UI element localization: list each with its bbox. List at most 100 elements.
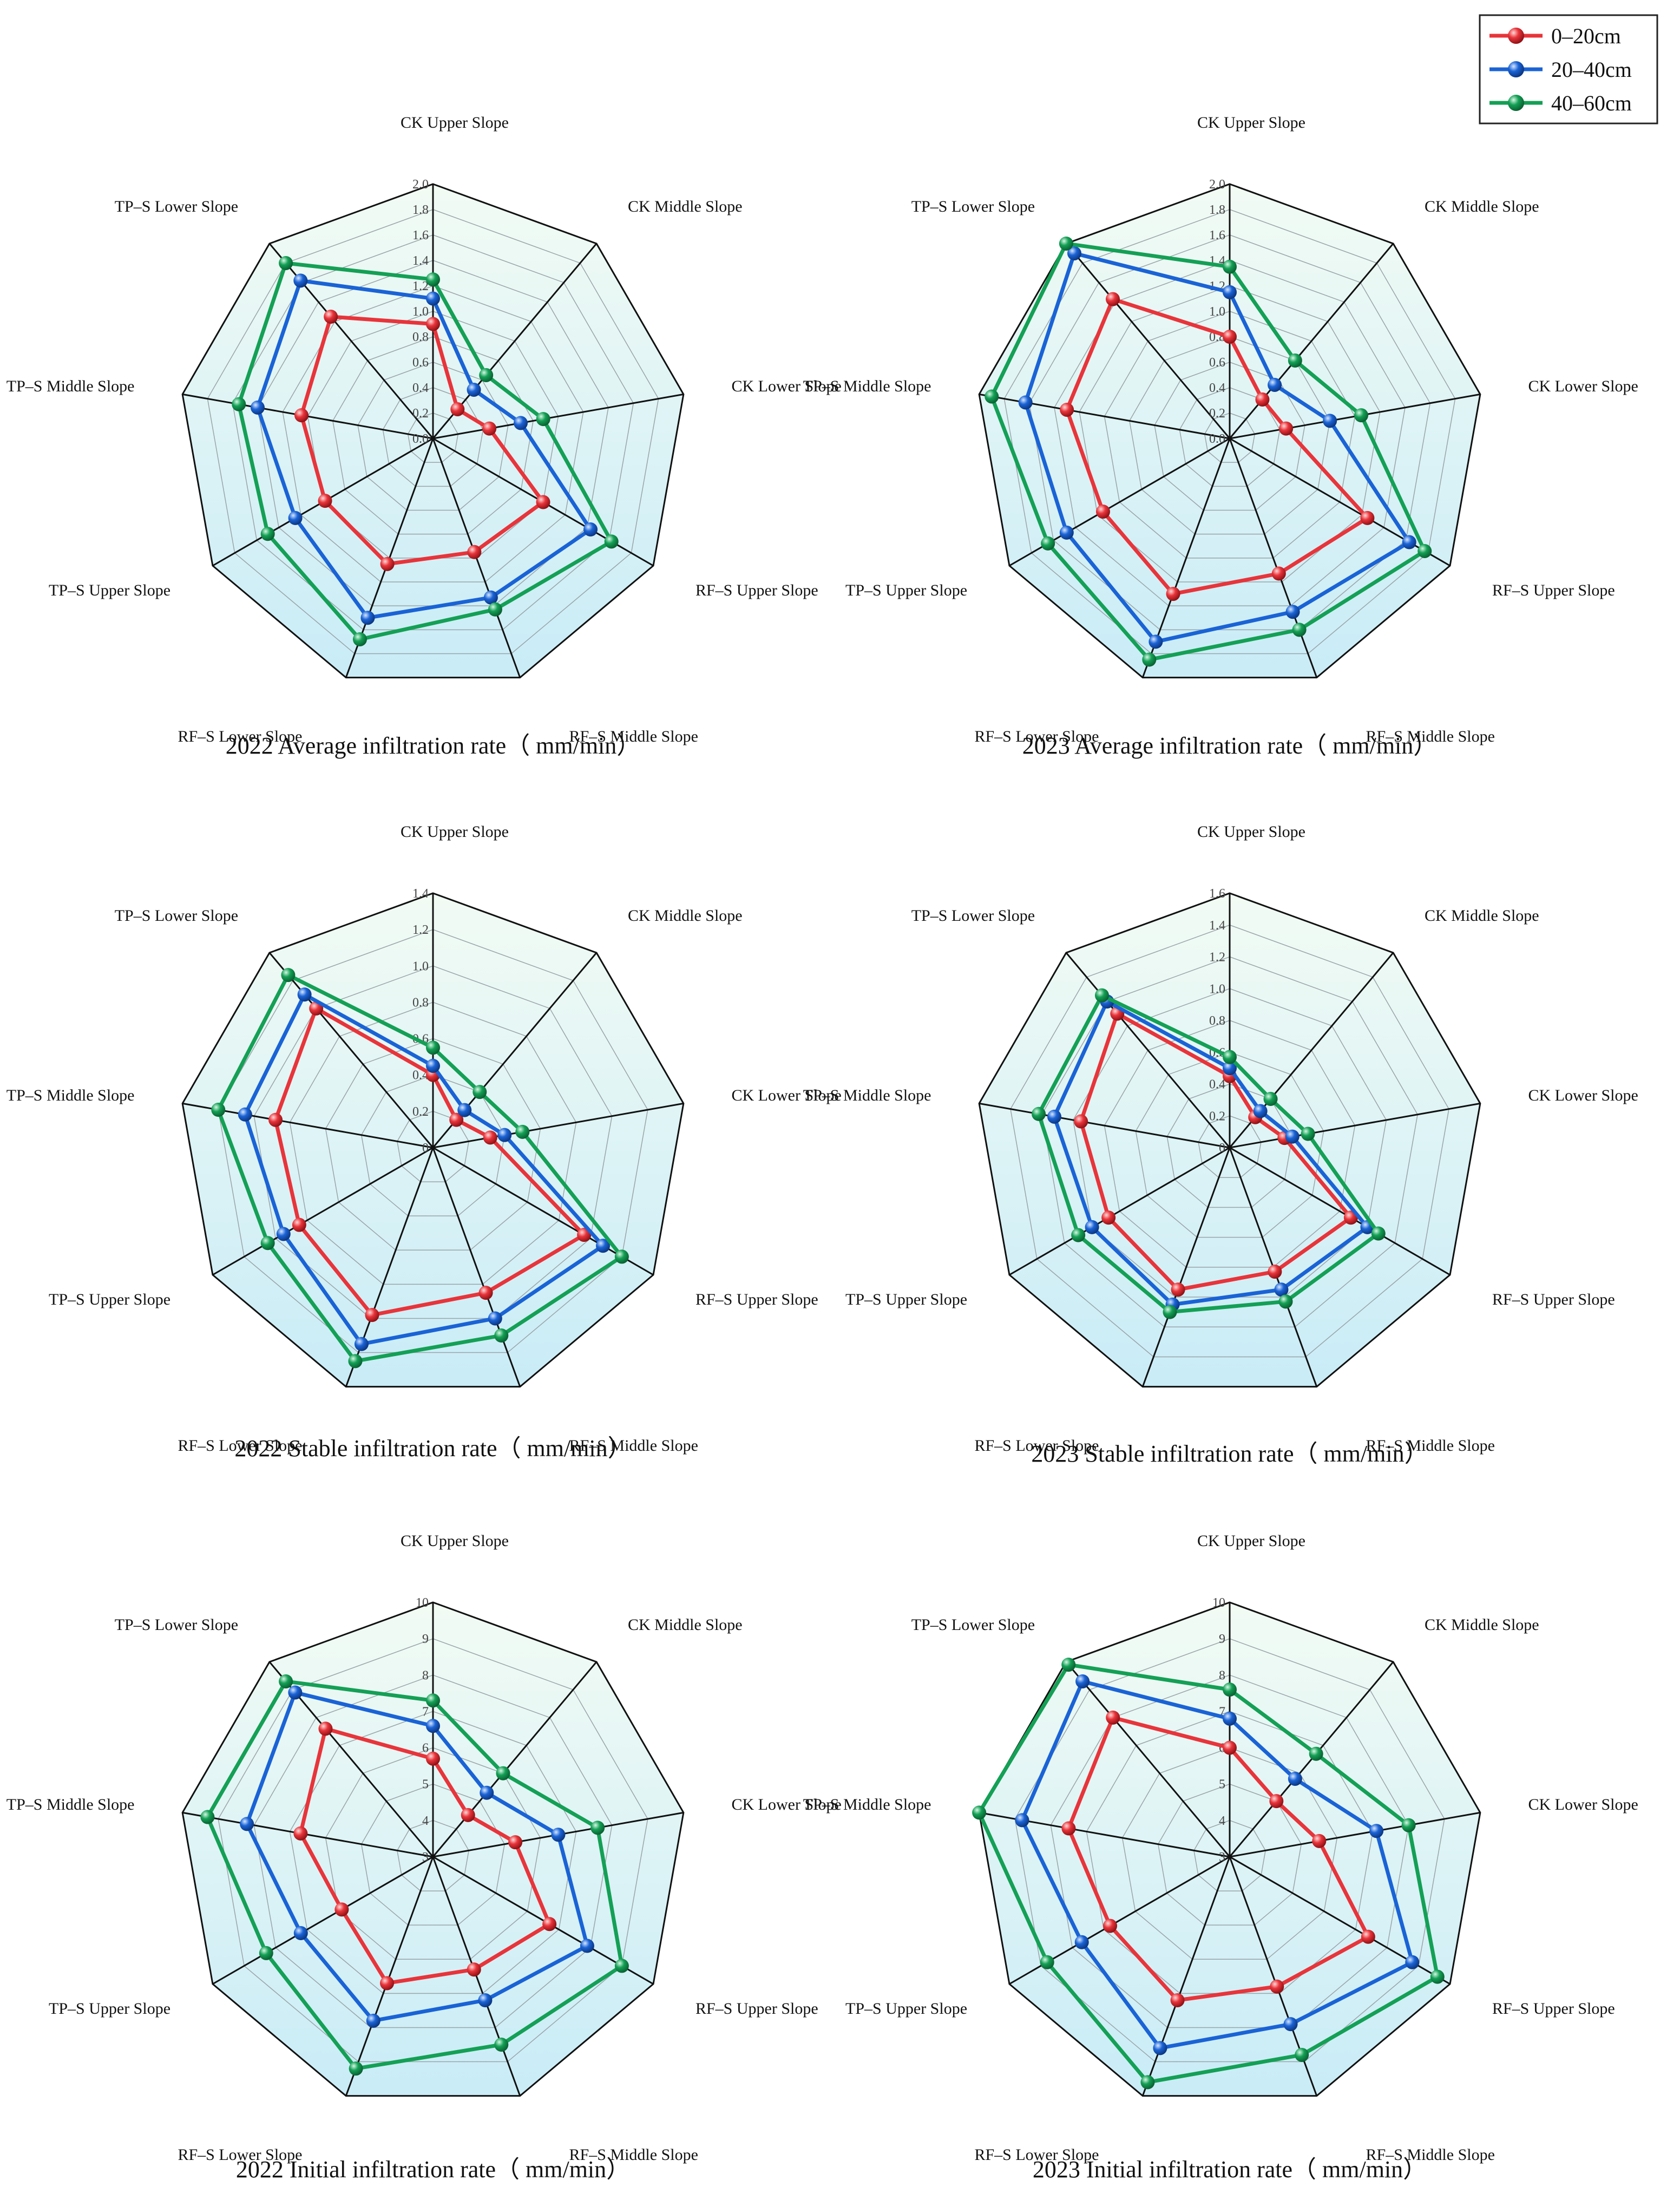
legend-marker-0 bbox=[1508, 28, 1524, 44]
radar-chart-1: 0.00.20.40.60.81.01.21.41.61.82.0CK Uppe… bbox=[803, 114, 1638, 759]
grid-ring bbox=[181, 1601, 685, 2097]
data-point bbox=[551, 1828, 566, 1842]
tick-label: 1.0 bbox=[412, 305, 429, 319]
series-line-1 bbox=[255, 278, 593, 620]
tick-label: 1.0 bbox=[412, 959, 429, 973]
data-point bbox=[1074, 1935, 1089, 1949]
data-point bbox=[352, 632, 367, 646]
data-point bbox=[1263, 1091, 1278, 1106]
grid-ring bbox=[218, 1638, 648, 2062]
data-point bbox=[1163, 1305, 1177, 1319]
grid-ring bbox=[1003, 209, 1456, 654]
data-point bbox=[426, 1040, 440, 1055]
data-point bbox=[1171, 1282, 1185, 1297]
data-point bbox=[318, 1721, 333, 1736]
category-label: CK Middle Slope bbox=[1425, 907, 1539, 925]
data-point bbox=[279, 256, 293, 270]
grid-ring bbox=[1204, 413, 1256, 463]
data-point bbox=[1041, 536, 1055, 551]
category-label: TP–S Middle Slope bbox=[6, 377, 135, 395]
series-line-2 bbox=[989, 241, 1427, 662]
data-point bbox=[293, 1826, 308, 1841]
tick-label: 9 bbox=[1219, 1632, 1225, 1646]
tick-label: 1.4 bbox=[1209, 919, 1225, 933]
grid-ring bbox=[253, 1674, 613, 2028]
tick-label: 0.2 bbox=[412, 407, 429, 421]
data-point bbox=[349, 2061, 363, 2076]
grid-ring bbox=[397, 1111, 469, 1182]
series-line-1 bbox=[1020, 1679, 1414, 2050]
grid-ring bbox=[1054, 260, 1406, 606]
grid-ring bbox=[207, 209, 659, 654]
data-point bbox=[494, 1328, 509, 1343]
data-point bbox=[1223, 1050, 1237, 1064]
series-line-2 bbox=[237, 261, 614, 641]
data-point bbox=[268, 1112, 283, 1127]
tick-label: 8 bbox=[1219, 1668, 1225, 1682]
category-label: CK Upper Slope bbox=[401, 114, 509, 132]
data-point bbox=[1278, 1294, 1293, 1309]
category-label: CK Middle Slope bbox=[628, 1616, 743, 1634]
data-point bbox=[497, 1128, 512, 1142]
series-line-0 bbox=[273, 1006, 586, 1317]
data-point bbox=[1268, 377, 1282, 392]
grid-ring bbox=[282, 285, 584, 582]
radar-spoke bbox=[1229, 1661, 1394, 1857]
category-label: RF–S Upper Slope bbox=[695, 581, 818, 599]
tick-label: 0.0 bbox=[1209, 432, 1225, 446]
data-point bbox=[1223, 1682, 1237, 1697]
category-label: RF–S Lower Slope bbox=[178, 2146, 302, 2164]
data-point bbox=[1418, 544, 1432, 558]
grid-ring bbox=[1050, 1674, 1409, 2028]
data-point bbox=[1285, 605, 1300, 619]
data-point bbox=[1269, 1794, 1284, 1809]
data-point bbox=[365, 1308, 379, 1322]
radar-chart-0: 0.0 0.2 0.4 0.6 0.8 1.0 1.2 1.4 1.6 1.8 2.0 CK Uppe… bbox=[6, 114, 842, 759]
data-point bbox=[260, 1236, 275, 1250]
data-point bbox=[483, 590, 498, 605]
legend: 0–20cm 20–40cm 40–60cm bbox=[1479, 14, 1658, 125]
radar-spoke bbox=[1141, 1856, 1231, 2097]
data-point bbox=[449, 1112, 464, 1127]
data-point bbox=[279, 1674, 293, 1688]
tick-label: 0.6 bbox=[1209, 356, 1225, 370]
category-label: CK Upper Slope bbox=[1197, 1532, 1305, 1550]
data-point bbox=[467, 1962, 481, 1977]
category-label: TP–S Lower Slope bbox=[911, 907, 1035, 925]
tick-label: 10 bbox=[1212, 1596, 1225, 1610]
grid-ring bbox=[360, 1783, 506, 1926]
data-point bbox=[482, 421, 497, 436]
data-point bbox=[1085, 1220, 1099, 1234]
data-point bbox=[1295, 2047, 1309, 2062]
radar-spoke bbox=[1229, 243, 1394, 439]
legend-entry-2: 40–60cm bbox=[1489, 91, 1632, 115]
radar-spoke bbox=[1065, 952, 1231, 1148]
radar-spoke bbox=[182, 1811, 434, 1858]
charts-layer: 0.0 0.2 0.4 0.6 0.8 1.0 1.2 1.4 1.6 1.8 2.0 CK Uppe… bbox=[6, 114, 1638, 2183]
data-point bbox=[580, 1939, 594, 1953]
category-label: RF–S Middle Slope bbox=[1366, 1437, 1495, 1455]
data-point bbox=[1401, 1818, 1416, 1832]
grid-ring bbox=[1135, 1051, 1324, 1238]
data-point bbox=[536, 412, 550, 427]
category-label: RF–S Lower Slope bbox=[974, 1437, 1099, 1455]
grid-ring bbox=[978, 892, 1481, 1388]
data-point bbox=[515, 1124, 530, 1139]
tick-label: 10 bbox=[416, 1596, 429, 1610]
tick-label: 4 bbox=[422, 1814, 429, 1828]
grid-ring bbox=[325, 1747, 541, 1960]
data-point bbox=[426, 1719, 440, 1733]
chart-title: 2023 Initial infiltration rate（ mm/min） bbox=[1033, 2156, 1427, 2183]
data-point bbox=[1142, 652, 1157, 667]
series-line-0 bbox=[1066, 1716, 1370, 2002]
tick-label: 7 bbox=[422, 1705, 429, 1719]
tick-label: 1.6 bbox=[412, 228, 429, 243]
data-point bbox=[240, 1817, 254, 1831]
data-point bbox=[1309, 1746, 1323, 1761]
category-label: CK Middle Slope bbox=[1425, 1616, 1539, 1634]
category-label: CK Upper Slope bbox=[1197, 823, 1305, 841]
series-line-0 bbox=[1079, 1011, 1353, 1292]
data-point bbox=[288, 1685, 303, 1700]
grid-ring bbox=[1129, 336, 1330, 535]
